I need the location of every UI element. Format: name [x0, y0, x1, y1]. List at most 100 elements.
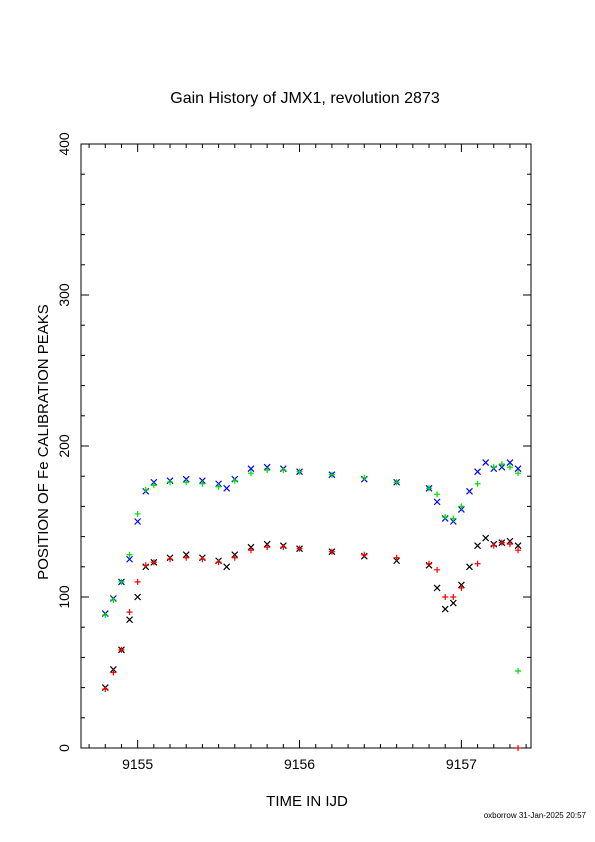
data-point [498, 463, 506, 471]
data-point [457, 581, 465, 589]
data-point [515, 667, 522, 674]
y-tick-label: 0 [56, 744, 72, 752]
y-tick-label: 200 [56, 434, 72, 458]
data-point [442, 594, 449, 600]
data-point [328, 471, 335, 478]
data-point [474, 468, 482, 476]
data-point [449, 599, 457, 607]
data-point [183, 554, 190, 561]
data-point [474, 560, 481, 567]
data-point [498, 461, 505, 468]
data-point [506, 537, 514, 545]
x-tick-label: 9155 [122, 756, 153, 772]
data-point [506, 464, 513, 471]
data-point [263, 540, 271, 548]
data-point [450, 594, 457, 600]
data-point [126, 555, 133, 563]
series-1 [101, 534, 522, 692]
data-point [506, 541, 513, 548]
data-point [361, 551, 368, 558]
plot-frame [80, 143, 532, 749]
data-point [110, 669, 117, 676]
data-point [126, 609, 133, 616]
data-point [458, 584, 465, 591]
data-point [506, 459, 514, 467]
x-tick-label: 9156 [284, 756, 315, 772]
data-point [393, 554, 400, 561]
data-point [198, 477, 206, 485]
data-point [393, 557, 401, 565]
data-point [247, 470, 254, 477]
data-point [514, 465, 522, 473]
data-point [515, 470, 522, 477]
data-point [434, 566, 441, 573]
data-point [102, 612, 109, 619]
data-point [167, 556, 174, 563]
data-point [134, 593, 142, 601]
y-axis: 0 100 200 300 400 [56, 132, 531, 752]
chart-title: Gain History of JMX1, revolution 2873 [170, 90, 440, 107]
series-5 [515, 745, 522, 751]
data-point [490, 464, 497, 471]
data-point [182, 475, 190, 483]
data-point [514, 542, 522, 550]
data-point [474, 480, 481, 487]
data-point [231, 477, 238, 484]
series-0 [101, 459, 522, 618]
data-point [264, 544, 271, 551]
data-point [426, 485, 433, 492]
y-tick-label: 400 [56, 132, 72, 156]
data-point [150, 559, 157, 566]
data-point [247, 543, 255, 551]
data-point [223, 563, 231, 571]
data-point [474, 542, 482, 550]
data-point [118, 578, 125, 585]
data-point [434, 491, 441, 498]
data-point [118, 646, 125, 653]
data-point [426, 560, 433, 567]
data-point [134, 578, 141, 585]
data-point [515, 547, 522, 554]
data-point [126, 551, 133, 558]
data-point [215, 559, 222, 566]
data-point [450, 515, 457, 522]
data-point [102, 686, 109, 693]
y-tick-label: 100 [56, 585, 72, 609]
data-point [441, 605, 449, 613]
data-point [134, 518, 142, 525]
data-point [199, 556, 206, 563]
data-point [393, 479, 400, 486]
data-point [142, 562, 149, 569]
x-axis: 9155 9156 9157 [88, 144, 527, 772]
data-point [482, 534, 490, 542]
y-tick-label: 300 [56, 283, 72, 307]
data-point [199, 480, 206, 487]
data-point [134, 510, 141, 517]
data-point [167, 479, 174, 486]
data-point [482, 459, 490, 467]
data-point [296, 545, 303, 552]
data-point [182, 551, 190, 559]
data-point [142, 486, 149, 493]
data-point [150, 482, 157, 489]
data-point [449, 518, 457, 525]
footer-stamp: oxborrow 31-Jan-2025 20:57 [484, 811, 587, 820]
series-2 [102, 461, 522, 619]
data-point [433, 498, 441, 506]
data-point [110, 597, 117, 604]
data-point [515, 745, 522, 751]
data-point [433, 584, 441, 592]
series-4 [515, 667, 522, 674]
series-3 [102, 539, 522, 693]
data-point [458, 503, 465, 510]
data-point [150, 478, 158, 486]
data-point [247, 465, 255, 473]
data-point [109, 666, 117, 673]
data-point [498, 539, 505, 546]
data-point [490, 542, 497, 549]
data-point [231, 551, 239, 559]
data-series [101, 459, 522, 751]
data-point [466, 487, 473, 495]
data-point [231, 554, 238, 561]
